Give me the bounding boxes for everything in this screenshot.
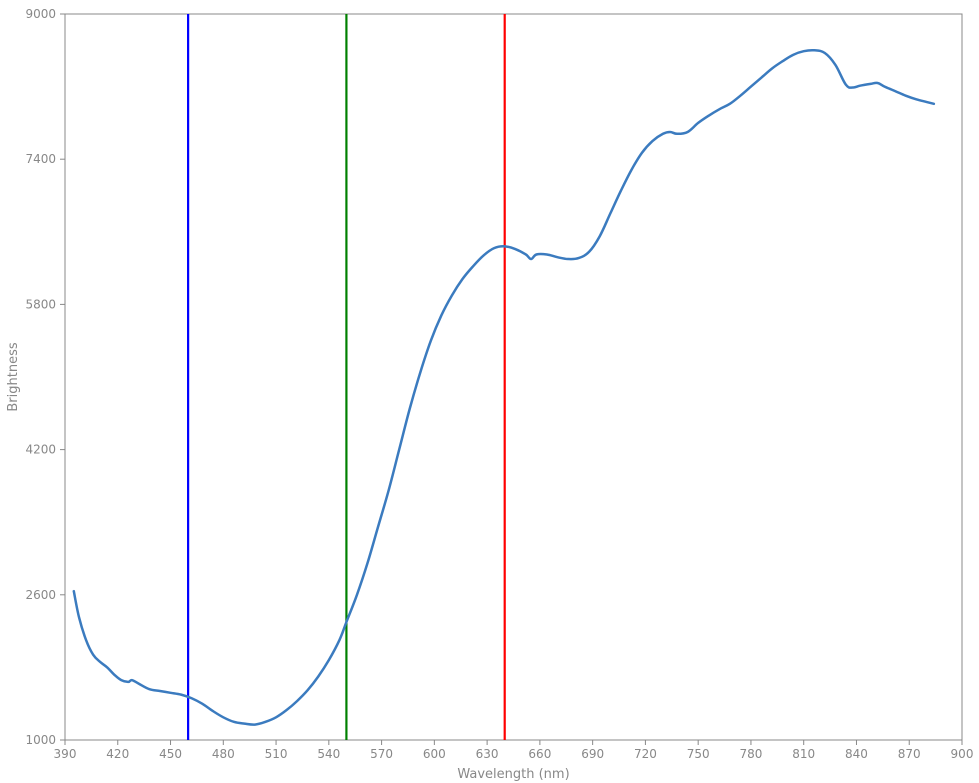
- x-tick-label: 900: [951, 747, 974, 761]
- x-tick-label: 450: [159, 747, 182, 761]
- y-tick-label: 9000: [25, 7, 56, 21]
- plot-frame: [65, 14, 962, 740]
- y-tick-label: 1000: [25, 733, 56, 747]
- x-tick-label: 720: [634, 747, 657, 761]
- y-axis-label: Brightness: [6, 342, 21, 411]
- x-tick-label: 510: [265, 747, 288, 761]
- x-tick-label: 390: [54, 747, 77, 761]
- y-tick-label: 4200: [25, 443, 56, 457]
- x-tick-label: 660: [528, 747, 551, 761]
- x-tick-label: 840: [845, 747, 868, 761]
- chart-container: 390 420 450 480 510 540 570 600 630 660 690 720 750 7…: [0, 0, 979, 783]
- x-tick-label: 630: [476, 747, 499, 761]
- x-tick-label: 750: [687, 747, 710, 761]
- y-tick-label: 2600: [25, 588, 56, 602]
- x-tick-label: 570: [370, 747, 393, 761]
- x-tick-label: 810: [792, 747, 815, 761]
- x-tick-label: 780: [739, 747, 762, 761]
- x-axis-label: Wavelength (nm): [457, 767, 569, 782]
- x-tick-label: 870: [898, 747, 921, 761]
- x-tick-label: 480: [212, 747, 235, 761]
- x-tick-label: 420: [106, 747, 129, 761]
- spectrum-chart: 390 420 450 480 510 540 570 600 630 660 690 720 750 7…: [0, 0, 979, 783]
- y-tick-label: 7400: [25, 152, 56, 166]
- x-tick-label: 690: [581, 747, 604, 761]
- x-tick-label: 540: [317, 747, 340, 761]
- x-tick-label: 600: [423, 747, 446, 761]
- y-tick-label: 5800: [25, 297, 56, 311]
